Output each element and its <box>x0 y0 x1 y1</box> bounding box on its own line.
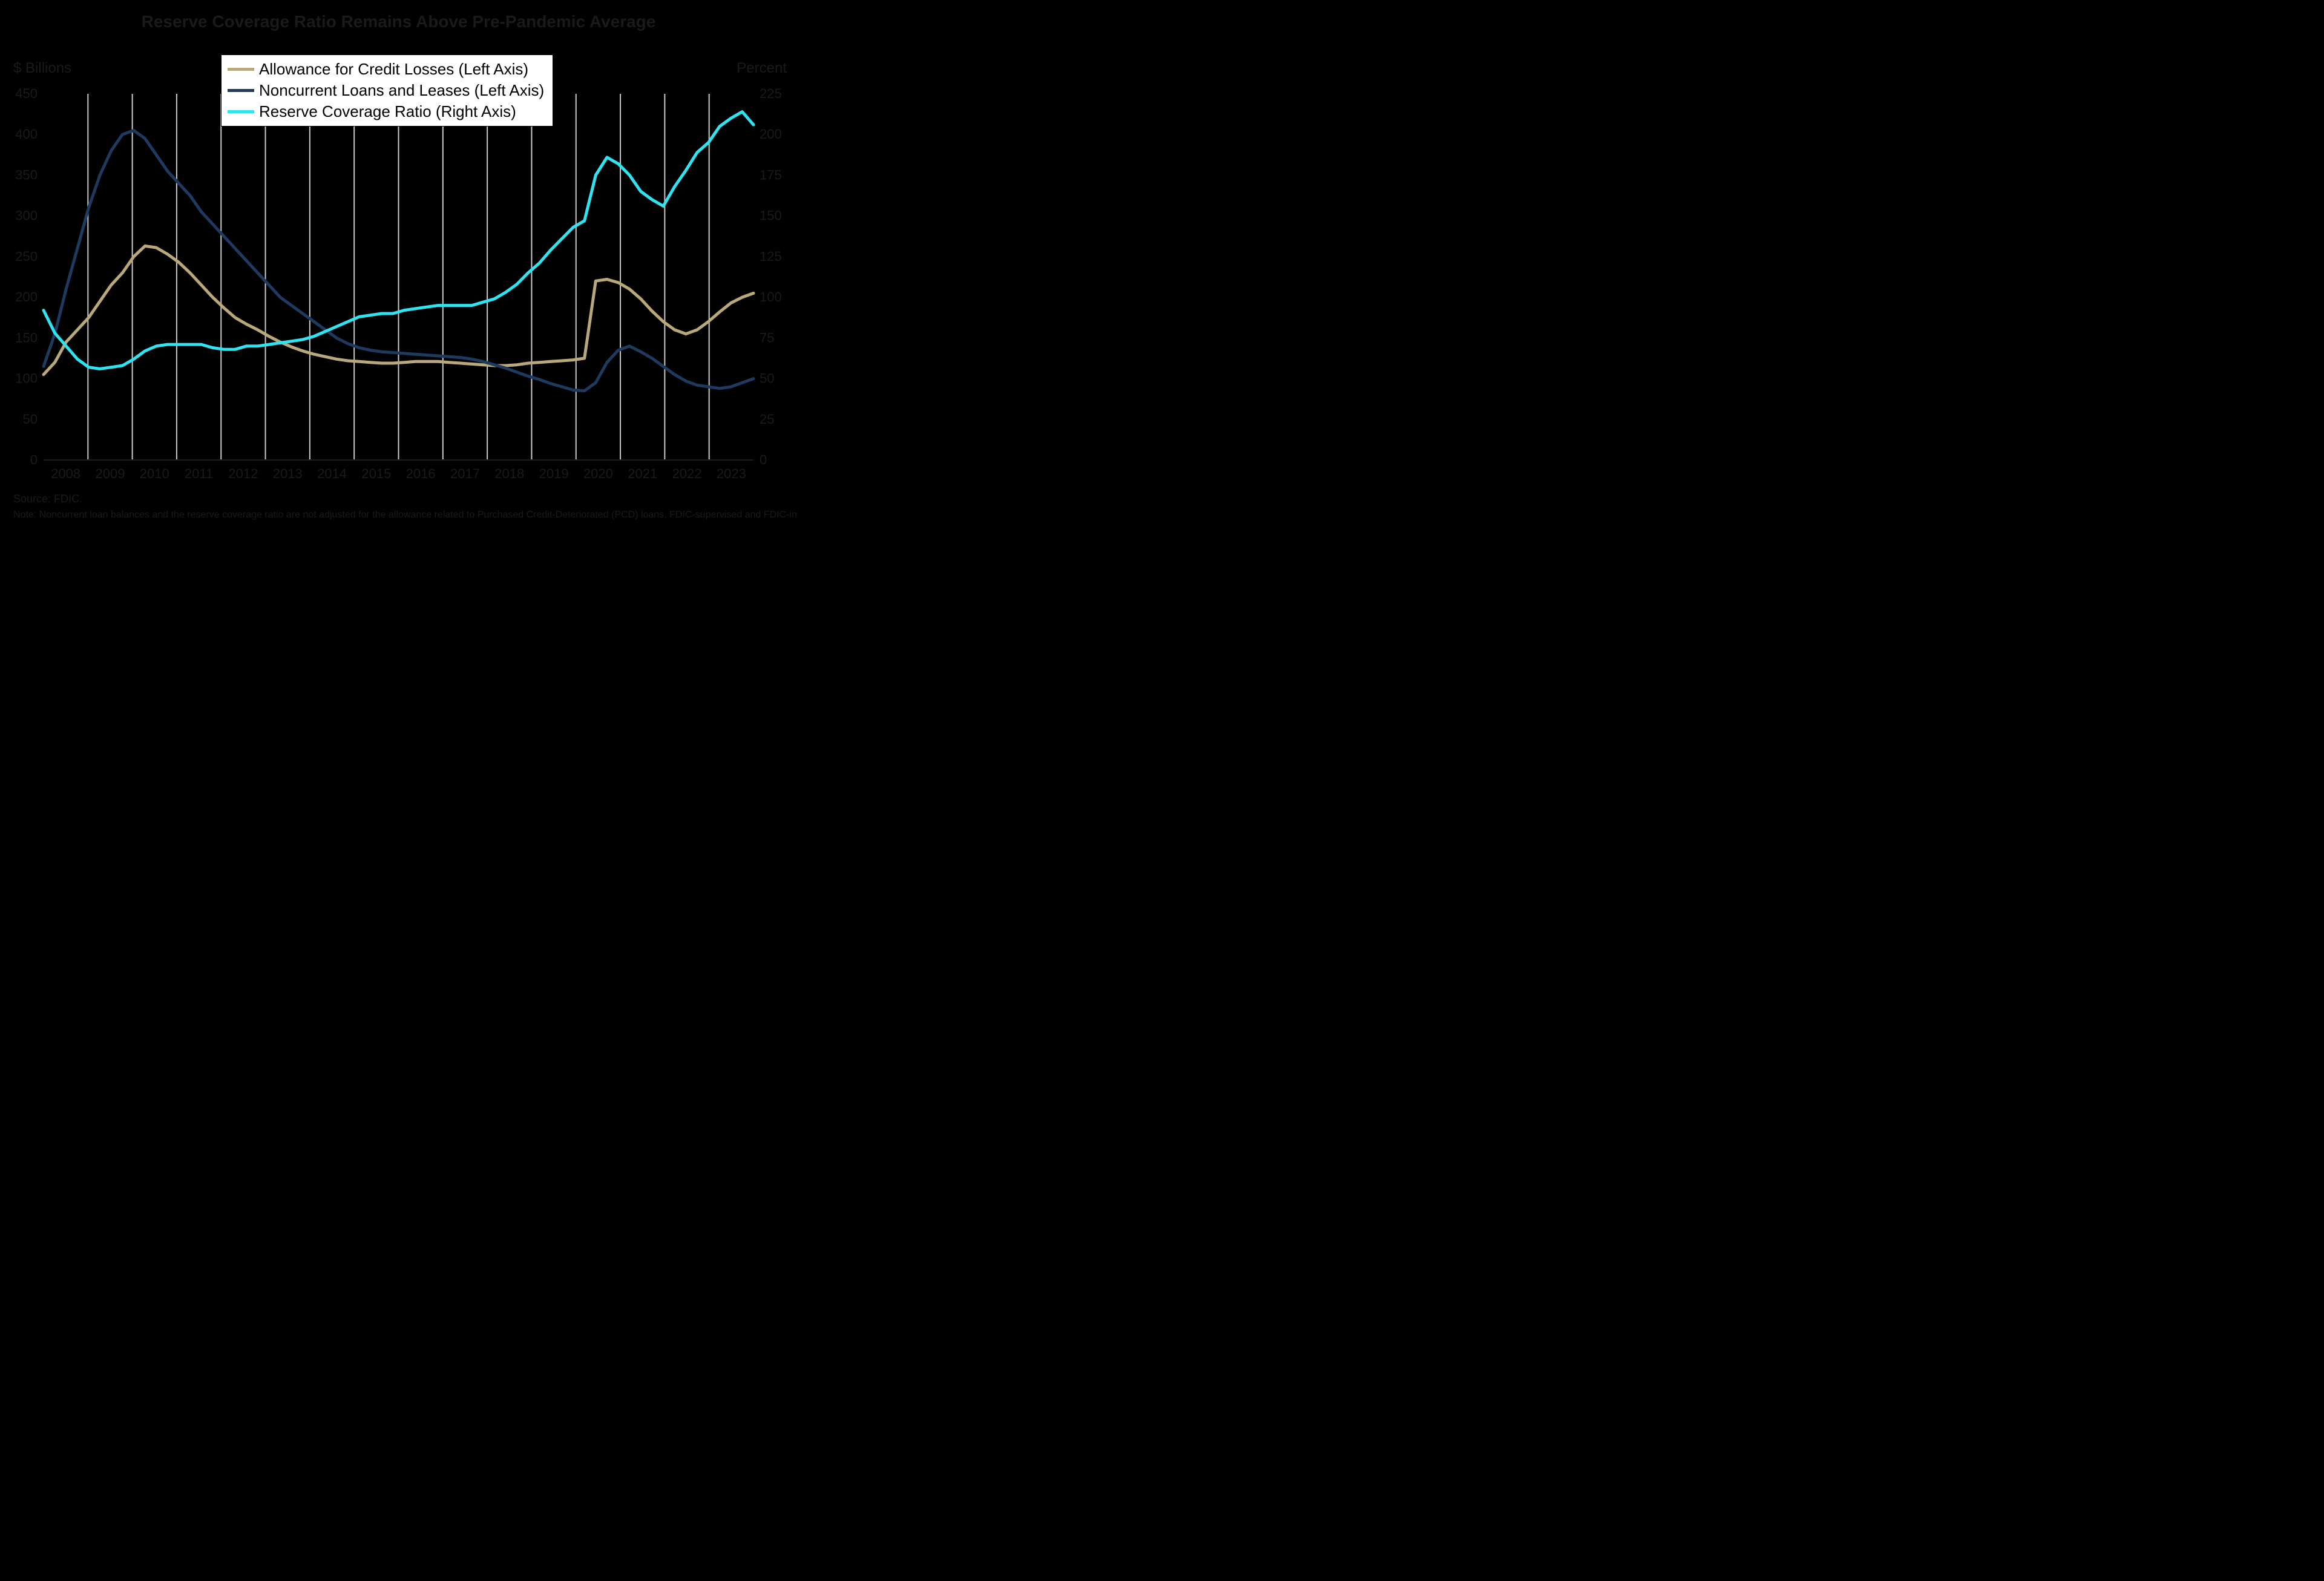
x-tick-label: 2013 <box>273 466 303 481</box>
x-tick-label: 2008 <box>51 466 80 481</box>
y-right-tick-label: 75 <box>760 330 774 345</box>
x-tick-label: 2021 <box>628 466 657 481</box>
y-left-tick-label: 450 <box>15 86 38 101</box>
x-tick-label: 2017 <box>450 466 480 481</box>
y-right-tick-label: 150 <box>760 208 782 223</box>
chart-container: 0 50 100 150 200 250 300 350 400 450 0 25 50 75 100 125… <box>0 0 797 542</box>
y-left-tick-label: 200 <box>15 289 38 304</box>
y-left-tick-label: 300 <box>15 208 38 223</box>
x-tick-label: 2009 <box>95 466 125 481</box>
y-left-tick-label: 0 <box>30 452 38 467</box>
legend-label: Allowance for Credit Losses (Left Axis) <box>259 59 528 80</box>
footnote: Note: Noncurrent loan balances and the r… <box>13 510 797 520</box>
chart-legend: Allowance for Credit Losses (Left Axis)N… <box>221 54 553 127</box>
legend-label: Reserve Coverage Ratio (Right Axis) <box>259 101 516 122</box>
x-tick-label: 2010 <box>140 466 169 481</box>
y-right-tick-label: 200 <box>760 127 782 142</box>
x-tick-label: 2019 <box>539 466 569 481</box>
y-right-tick-label: 50 <box>760 371 774 386</box>
legend-swatch <box>228 68 254 71</box>
x-tick-label: 2014 <box>317 466 347 481</box>
y-left-tick-label: 250 <box>15 249 38 264</box>
x-tick-label: 2022 <box>672 466 702 481</box>
y-left-tick-label: 350 <box>15 167 38 182</box>
y-right-tick-label: 225 <box>760 86 782 101</box>
legend-item: Reserve Coverage Ratio (Right Axis) <box>228 101 544 122</box>
y-right-tick-label: 0 <box>760 452 767 467</box>
x-tick-label: 2016 <box>406 466 436 481</box>
y-right-tick-label: 25 <box>760 412 774 427</box>
legend-swatch <box>228 89 254 92</box>
x-tick-label: 2023 <box>717 466 746 481</box>
chart-title: Reserve Coverage Ratio Remains Above Pre… <box>142 12 656 31</box>
y-left-tick-label: 50 <box>23 412 38 427</box>
x-tick-label: 2012 <box>228 466 258 481</box>
y-right-tick-label: 175 <box>760 167 782 182</box>
legend-item: Noncurrent Loans and Leases (Left Axis) <box>228 80 544 101</box>
y-left-tick-label: 400 <box>15 127 38 142</box>
y-right-tick-label: 100 <box>760 289 782 304</box>
y-left-tick-label: 150 <box>15 330 38 345</box>
x-tick-label: 2018 <box>494 466 524 481</box>
legend-item: Allowance for Credit Losses (Left Axis) <box>228 59 544 80</box>
x-tick-label: 2011 <box>185 466 213 481</box>
left-axis-label: $ Billions <box>13 60 71 76</box>
source-note: Source: FDIC. <box>13 493 82 505</box>
legend-label: Noncurrent Loans and Leases (Left Axis) <box>259 80 544 101</box>
y-right-tick-label: 125 <box>760 249 782 264</box>
legend-swatch <box>228 110 254 113</box>
x-tick-label: 2015 <box>361 466 391 481</box>
right-axis-label: Percent <box>737 60 787 76</box>
y-left-tick-label: 100 <box>15 371 38 386</box>
x-tick-label: 2020 <box>583 466 613 481</box>
